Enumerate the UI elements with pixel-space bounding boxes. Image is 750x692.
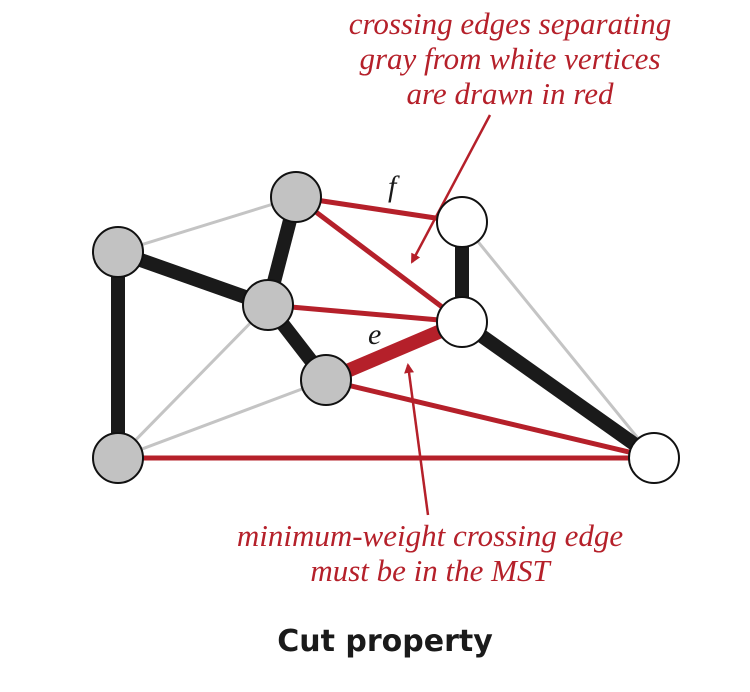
crossing-edges-annotation: crossing edges separating gray from whit…: [300, 6, 720, 111]
gray-vertex-g5: [92, 432, 144, 484]
edge-crossing-g4-w3: [325, 377, 655, 461]
edges-layer: [111, 194, 659, 464]
edge-crossing-g2-w2: [294, 195, 464, 324]
annotation-arrows: [404, 114, 492, 516]
edge-label-f: f: [388, 170, 400, 203]
gray-vertex-g1: [92, 226, 144, 278]
annotation-line: must be in the MST: [310, 553, 550, 588]
vertices-layer: [92, 171, 680, 484]
white-vertex-w1: [436, 196, 488, 248]
min-weight-annotation: minimum-weight crossing edge must be in …: [190, 518, 670, 588]
edge-light-g5-g4: [117, 378, 327, 460]
edge-light-w1-w3: [460, 221, 656, 459]
edge-mst-w2-w3: [457, 316, 659, 464]
white-vertex-w3: [628, 432, 680, 484]
annotation-line: crossing edges separating: [348, 6, 672, 41]
gray-vertex-g2: [270, 171, 322, 223]
white-vertex-w2: [436, 296, 488, 348]
top-annotation-arrow: [410, 114, 492, 264]
annotation-line: gray from white vertices: [359, 41, 661, 76]
edge-label-e: e: [368, 318, 381, 351]
edge-light-g1-g2: [117, 195, 297, 254]
gray-vertex-g3: [242, 279, 294, 331]
gray-vertex-g4: [300, 354, 352, 406]
edge-crossing-g3-w2: [267, 302, 463, 325]
annotation-line: minimum-weight crossing edge: [236, 518, 624, 553]
edge-light-g5-g3: [116, 303, 270, 460]
edge-mst-g1-g3: [115, 245, 271, 312]
bottom-annotation-arrow: [404, 363, 430, 516]
figure-caption: Cut property: [277, 624, 493, 659]
annotation-line: are drawn in red: [406, 76, 614, 111]
